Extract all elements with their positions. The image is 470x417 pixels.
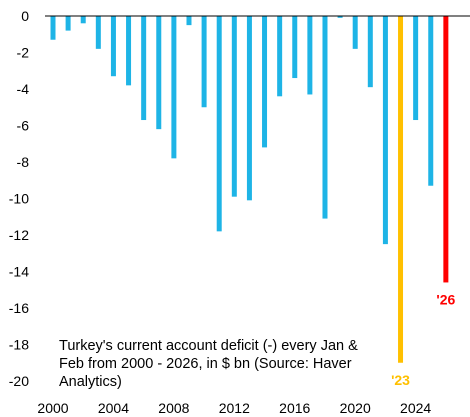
bar-2008 — [171, 16, 177, 159]
highlight-label: '23 — [391, 372, 410, 388]
x-tick-label: 2008 — [158, 400, 189, 416]
bar-2017 — [307, 16, 313, 95]
bar-2006 — [141, 16, 147, 121]
highlight-labels: '23 '26 — [391, 291, 455, 387]
bar-2002 — [80, 16, 86, 24]
bar-2007 — [156, 16, 162, 130]
y-tick-label: -16 — [9, 300, 29, 316]
x-tick-label: 2012 — [219, 400, 250, 416]
bar-2014 — [262, 16, 268, 148]
x-tick-label: 2004 — [98, 400, 129, 416]
bar-2004 — [110, 16, 116, 77]
bar-2001 — [65, 16, 71, 31]
x-tick-label: 2024 — [400, 400, 431, 416]
y-tick-label: -14 — [9, 264, 29, 280]
bar-2009 — [186, 16, 192, 26]
highlight-label: '26 — [436, 291, 455, 307]
x-axis-ticks: 2000 2004 2008 2012 2016 2020 2024 — [37, 400, 431, 416]
y-tick-label: -12 — [9, 227, 29, 243]
bar-2003 — [95, 16, 101, 49]
y-tick-label: -8 — [17, 154, 30, 170]
y-tick-label: -18 — [9, 337, 29, 353]
chart-annotation: Turkey's current account deficit (-) eve… — [59, 338, 358, 390]
y-tick-label: -10 — [9, 191, 29, 207]
bar-2024 — [413, 16, 419, 121]
y-tick-label: 0 — [21, 8, 29, 24]
bar-2015 — [277, 16, 283, 97]
bar-2010 — [201, 16, 207, 108]
y-tick-label: -2 — [17, 45, 30, 61]
bar-2013 — [246, 16, 252, 201]
bar-2000 — [50, 16, 56, 40]
x-tick-label: 2016 — [279, 400, 310, 416]
bar-2026 — [443, 16, 449, 283]
y-tick-label: -4 — [17, 81, 30, 97]
y-axis-ticks: 0 -2 -4 -6 -8 -10 -12 -14 -16 -18 -20 — [9, 8, 29, 389]
bar-2012 — [231, 16, 237, 197]
y-tick-label: -6 — [17, 118, 30, 134]
bars — [50, 16, 449, 363]
bar-2005 — [126, 16, 132, 86]
y-tick-label: -20 — [9, 373, 29, 389]
x-tick-label: 2020 — [340, 400, 371, 416]
bar-2025 — [428, 16, 434, 186]
bar-2023 — [398, 16, 404, 363]
bar-2011 — [216, 16, 222, 232]
bar-2022 — [382, 16, 388, 245]
bar-2016 — [292, 16, 298, 79]
bar-2019 — [337, 16, 343, 18]
bar-2021 — [367, 16, 373, 88]
bar-2018 — [322, 16, 328, 219]
x-tick-label: 2000 — [37, 400, 68, 416]
bar-2020 — [352, 16, 358, 49]
